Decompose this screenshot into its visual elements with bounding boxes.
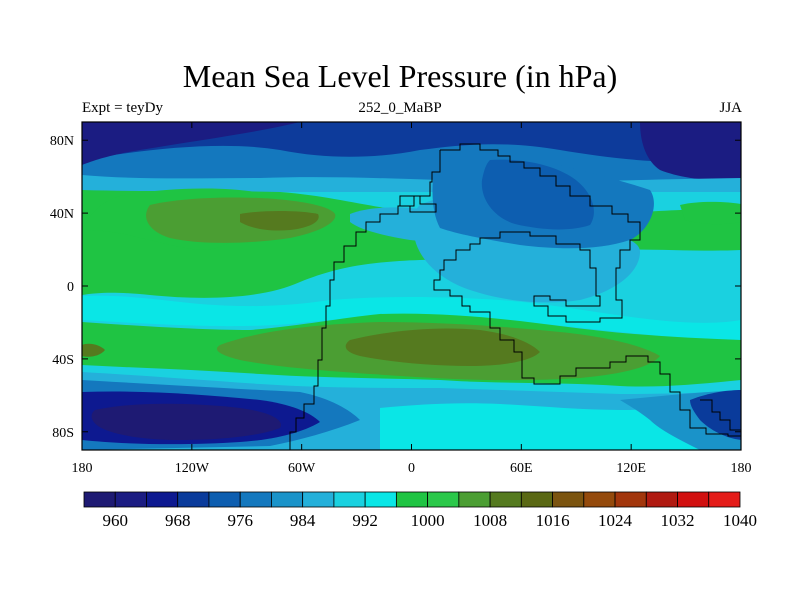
y-tick-label: 40N [50,207,74,222]
colorbar: 960 968 976 984 992 1000 1008 1016 1024 1032 1040 [83,491,757,530]
colorbar-swatch-1036 [677,491,710,508]
x-tick-label: 180 [731,461,752,476]
sh-polar-low-core [91,403,281,440]
colorbar-swatch-1024 [583,491,616,508]
band-sh-east-core [690,390,741,440]
season-label: JJA [719,100,742,116]
pacific-high-core [240,211,319,231]
sh-high-west [82,343,105,357]
colorbar-swatch-964 [114,491,147,508]
colorbar-swatch-1032 [645,491,678,508]
chart-title: Mean Sea Level Pressure (in hPa) [182,58,618,94]
colorbar-swatch-1040 [708,491,741,508]
colorbar-label: 1000 [411,511,445,530]
colorbar-label: 968 [165,511,191,530]
colorbar-swatch-1008 [458,491,491,508]
x-tick-label: 120E [616,461,646,476]
colorbar-swatch-984 [271,491,304,508]
experiment-label: Expt = teyDy [82,100,163,116]
colorbar-label: 960 [102,511,128,530]
antarctic-coast [700,399,741,431]
y-axis: 80N 40N 0 40S 80S [50,134,741,441]
band-nh-polar-west [82,122,300,165]
pressure-field [82,122,741,450]
colorbar-swatch-960 [83,491,116,508]
colorbar-swatch-1012 [489,491,522,508]
pangea-coastline-east [433,143,741,437]
colorbar-swatch-1028 [614,491,647,508]
colorbar-label: 984 [290,511,316,530]
y-tick-label: 40S [52,353,74,368]
y-tick-label: 80N [50,134,74,149]
colorbar-swatch-976 [208,491,241,508]
x-axis: 180 120W 60W 0 60E 120E 180 [72,122,752,476]
colorbar-swatch-1000 [395,491,429,508]
x-tick-label: 180 [72,461,93,476]
colorbar-swatch-992 [333,491,366,508]
colorbar-swatch-1004 [427,491,460,508]
x-tick-label: 120W [175,461,210,476]
colorbar-swatch-1016 [520,491,553,508]
colorbar-label: 976 [227,511,253,530]
colorbar-swatch-988 [302,491,335,508]
x-tick-label: 60E [510,461,533,476]
band-equatorial [82,295,741,340]
colorbar-label: 992 [352,511,378,530]
colorbar-swatch-968 [146,491,179,508]
colorbar-swatch-980 [239,491,272,508]
age-label: 252_0_MaBP [358,100,442,116]
pangea-low-core [481,159,594,230]
y-tick-label: 0 [67,280,74,295]
x-tick-label: 0 [408,461,415,476]
y-tick-label: 80S [52,426,74,441]
colorbar-swatch-972 [177,491,210,508]
tethys-high [680,201,741,225]
band-nh-polar-east [640,122,741,181]
colorbar-label: 1008 [473,511,507,530]
colorbar-label: 1016 [536,511,570,530]
colorbar-swatch-996 [364,491,397,508]
tethys-island [399,195,437,213]
colorbar-label: 1032 [661,511,695,530]
colorbar-label: 1024 [598,511,633,530]
colorbar-swatch-1020 [552,491,585,508]
colorbar-label: 1040 [723,511,757,530]
sh-high-core [345,328,540,366]
x-tick-label: 60W [288,461,316,476]
